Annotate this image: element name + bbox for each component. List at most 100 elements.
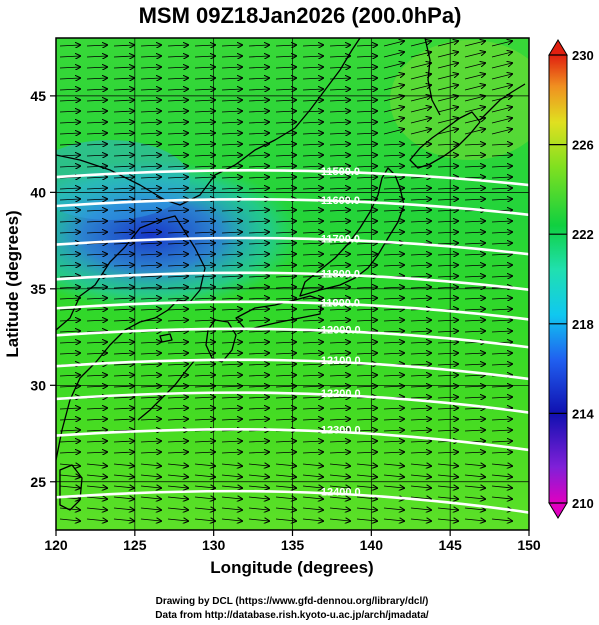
wind-vector [167, 508, 188, 510]
wind-vector [113, 419, 134, 420]
wind-vector [410, 52, 431, 58]
wind-vector [437, 221, 458, 222]
wind-vector [491, 331, 512, 332]
wind-vector [194, 375, 215, 376]
wind-vector [194, 441, 215, 442]
wind-vector [302, 89, 323, 90]
wind-vector [329, 397, 350, 398]
wind-vector [59, 254, 80, 255]
wind-vector [275, 100, 296, 101]
wind-vector [194, 497, 215, 499]
wind-vector [491, 486, 512, 488]
wind-vector [329, 265, 350, 266]
wind-vector [86, 386, 107, 387]
contour-line [56, 489, 529, 514]
wind-vector [59, 221, 80, 222]
wind-vector [491, 497, 512, 499]
wind-vector [275, 486, 296, 488]
wind-vector [383, 199, 404, 200]
wind-vector [491, 74, 512, 80]
wind-vector [437, 508, 458, 510]
wind-vector [140, 78, 161, 79]
wind-vector [248, 353, 269, 354]
wind-vector [113, 364, 134, 365]
wind-vector [140, 397, 161, 398]
wind-vector [221, 243, 242, 244]
wind-vector [302, 67, 323, 68]
wind-vector [86, 155, 107, 156]
wind-vector [491, 519, 512, 521]
wind-vector [221, 210, 242, 211]
wind-vector [194, 78, 215, 79]
wind-vector [275, 111, 296, 112]
wind-vector [86, 464, 107, 466]
wind-vector [140, 452, 161, 453]
coastline-kuril [479, 83, 526, 121]
wind-vector [248, 243, 269, 244]
wind-vector [356, 475, 377, 477]
wind-vector [356, 441, 377, 442]
wind-vector [491, 155, 512, 156]
wind-vector [86, 243, 107, 244]
wind-vector [437, 199, 458, 200]
wind-vector [167, 210, 188, 211]
wind-vector [248, 408, 269, 409]
wind-vector [221, 508, 242, 510]
wind-vector [491, 353, 512, 354]
wind-vector [86, 419, 107, 420]
wind-vector [410, 497, 431, 499]
wind-vector [437, 386, 458, 387]
wind-vector [113, 100, 134, 101]
wind-vector [113, 133, 134, 134]
wind-vector [140, 111, 161, 112]
wind-vector [410, 519, 431, 521]
wind-vector [140, 254, 161, 255]
wind-vector [248, 386, 269, 387]
wind-vector [86, 144, 107, 145]
wind-vector [86, 265, 107, 266]
contour-label: 12300.0 [321, 425, 361, 437]
wind-vector [383, 232, 404, 233]
wind-vector [356, 122, 377, 123]
wind-vector [410, 430, 431, 431]
contour-line [56, 271, 529, 292]
wind-vector [221, 331, 242, 332]
wind-vector [302, 519, 323, 521]
wind-vector [140, 475, 161, 477]
wind-vector [140, 188, 161, 189]
wind-vector [140, 155, 161, 156]
wind-vector [140, 276, 161, 277]
wind-vector [221, 56, 242, 57]
wind-vector [221, 45, 242, 46]
wind-vector [248, 375, 269, 376]
wind-vector [140, 497, 161, 499]
wind-vector [464, 52, 485, 58]
wind-vector [221, 254, 242, 255]
wind-vector [167, 331, 188, 332]
wind-vector [221, 89, 242, 90]
wind-vector [491, 177, 512, 178]
wind-vector [194, 45, 215, 46]
wind-vector [194, 232, 215, 233]
wind-vector [302, 155, 323, 156]
wind-vector [302, 100, 323, 101]
wind-vector [464, 129, 485, 135]
wind-vector [194, 56, 215, 57]
wind-vector [410, 342, 431, 343]
wind-vector [464, 320, 485, 321]
wind-vector [491, 386, 512, 387]
wind-vector [329, 188, 350, 189]
wind-vector [113, 475, 134, 477]
wind-vector [410, 129, 431, 135]
y-tick-label: 45 [30, 88, 46, 104]
wind-vector [167, 243, 188, 244]
colorbar-ticks: 210 214 218 222 226 230 [549, 48, 594, 511]
wind-vector [464, 386, 485, 387]
wind-vector [59, 265, 80, 266]
wind-vector [329, 89, 350, 90]
wind-vector [59, 452, 80, 453]
wind-vector [356, 133, 377, 134]
wind-vector [437, 155, 458, 156]
wind-vector [167, 265, 188, 266]
wind-vector [194, 519, 215, 521]
